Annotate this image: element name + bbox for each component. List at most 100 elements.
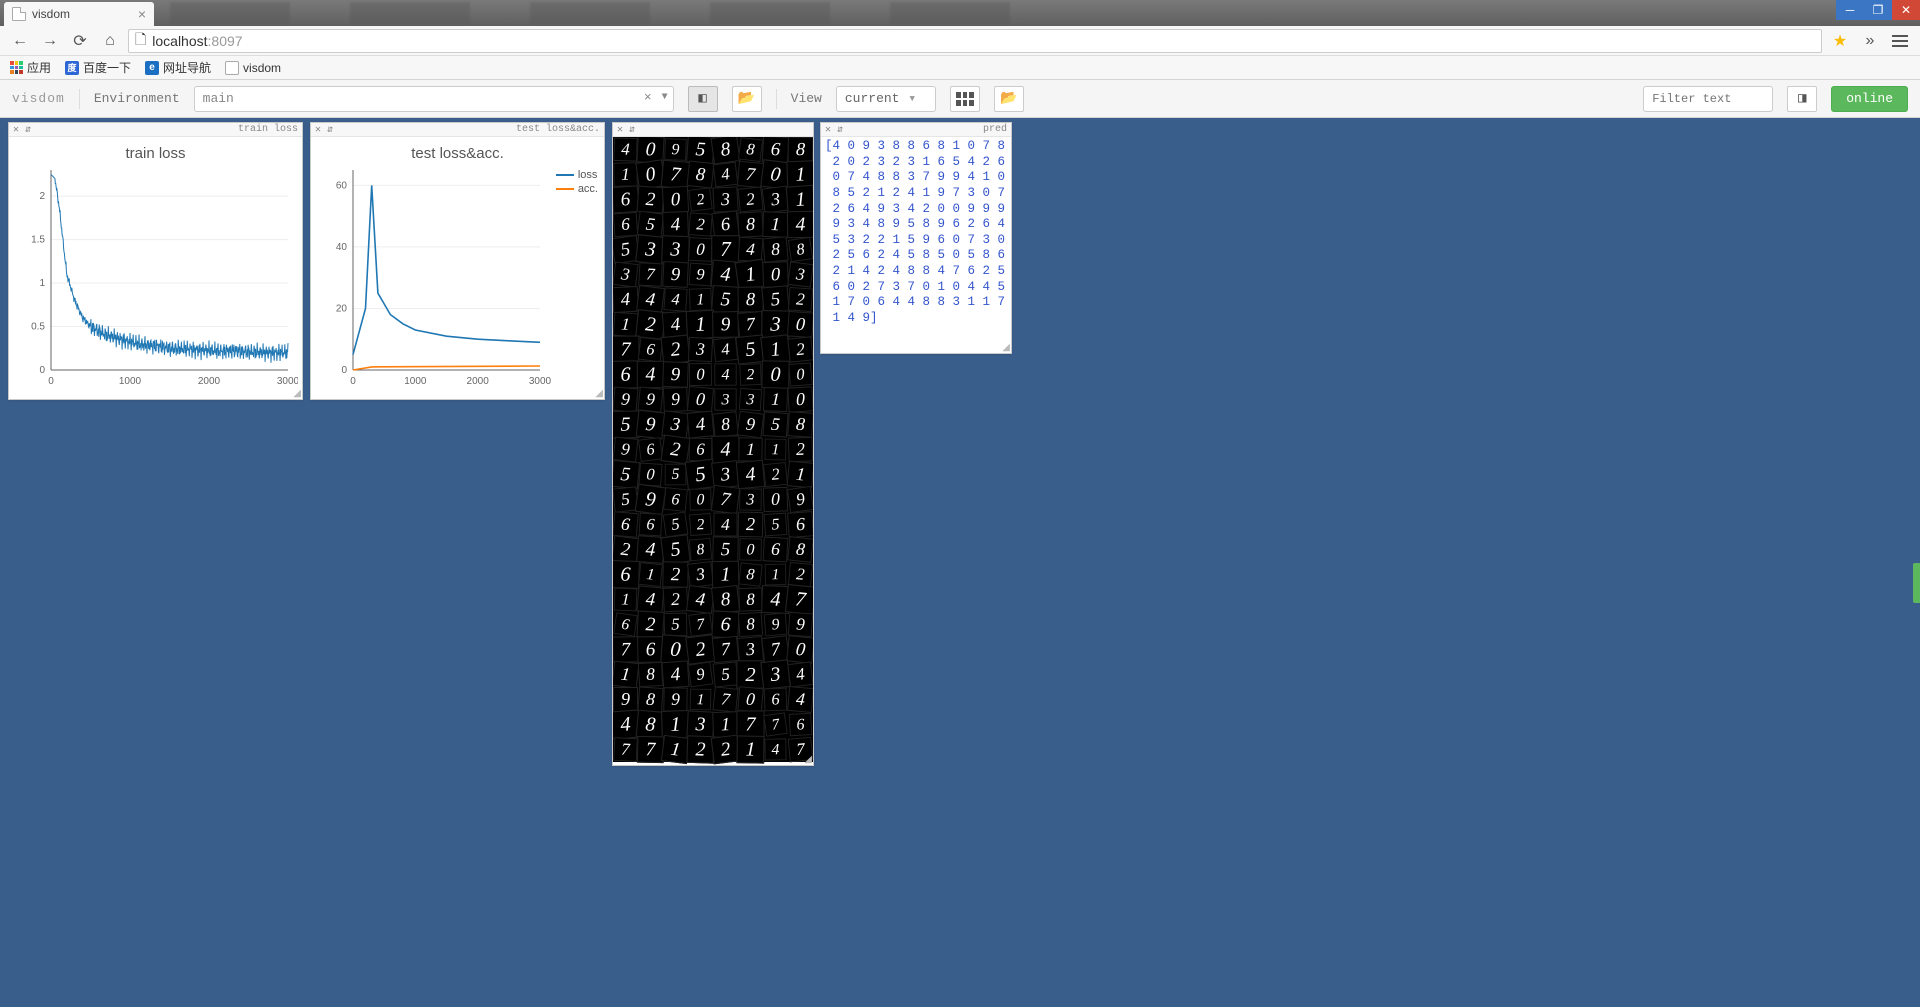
pane-header[interactable]: ✕⇵pred — [821, 123, 1011, 137]
mnist-cell: 0 — [638, 462, 662, 486]
pane-header[interactable]: ✕⇵ — [613, 123, 813, 137]
drag-icon[interactable]: ⇵ — [25, 124, 31, 136]
dropdown-icon[interactable]: ▼ — [662, 92, 668, 103]
mnist-cell: 2 — [636, 610, 664, 638]
mnist-cell: 4 — [764, 738, 786, 760]
clear-env-icon[interactable]: × — [644, 90, 652, 105]
resize-handle[interactable]: ◢ — [595, 390, 603, 398]
mnist-cell: 8 — [762, 236, 788, 262]
browser-tab[interactable]: visdom × — [4, 2, 154, 26]
drag-icon[interactable]: ⇵ — [837, 124, 843, 136]
back-button[interactable]: ← — [8, 29, 32, 53]
mnist-cell: 2 — [763, 462, 788, 487]
svg-text:0: 0 — [350, 376, 356, 387]
mnist-cell: 2 — [662, 561, 688, 587]
environment-input[interactable] — [194, 86, 674, 112]
mnist-cell: 8 — [710, 137, 740, 165]
mnist-cell: 8 — [788, 237, 813, 262]
resize-handle[interactable]: ◢ — [1002, 344, 1010, 352]
close-pane-icon[interactable]: ✕ — [315, 124, 321, 136]
pane-body: [4 0 9 3 8 8 6 8 1 0 7 8 4 7 0 1 6 2 0 2… — [821, 137, 1011, 355]
bookmark-visdom[interactable]: visdom — [225, 61, 281, 75]
mnist-cell: 6 — [638, 437, 663, 462]
mnist-cell: 7 — [613, 336, 640, 364]
bookmark-label: 应用 — [27, 59, 51, 76]
bookmark-baidu[interactable]: 度 百度一下 — [65, 59, 131, 76]
mnist-cell: 1 — [689, 288, 712, 311]
folder-button[interactable]: 📂 — [994, 86, 1024, 112]
mnist-cell: 1 — [736, 735, 764, 763]
mnist-cell: 8 — [738, 587, 762, 611]
window-close-button[interactable]: ✕ — [1892, 0, 1920, 20]
reload-button[interactable]: ⟳ — [68, 29, 92, 53]
legend: lossacc. — [556, 169, 598, 197]
address-bar[interactable]: 🗋 localhost:8097 — [128, 29, 1822, 53]
svg-text:0: 0 — [48, 376, 54, 387]
filter-input[interactable] — [1643, 86, 1773, 112]
mnist-cell: 8 — [712, 411, 739, 438]
mnist-cell: 6 — [613, 360, 640, 388]
resize-handle[interactable]: ◢ — [293, 390, 301, 398]
svg-text:3000: 3000 — [277, 376, 298, 387]
pane[interactable]: ✕⇵test loss&acc.test loss&acc.0204060010… — [310, 122, 605, 400]
drag-icon[interactable]: ⇵ — [327, 124, 333, 136]
pane-header[interactable]: ✕⇵train loss — [9, 123, 302, 137]
pane[interactable]: ✕⇵train losstrain loss00.511.52010002000… — [8, 122, 303, 400]
mnist-cell: 3 — [737, 636, 764, 663]
mnist-cell: 4 — [787, 661, 813, 687]
window-controls: ─ ❐ ✕ — [1836, 0, 1920, 20]
mnist-cell: 2 — [663, 587, 689, 613]
svg-text:0: 0 — [39, 365, 45, 376]
mnist-cell: 4 — [662, 211, 689, 238]
mnist-cell: 8 — [638, 662, 663, 687]
mnist-cell: 5 — [762, 411, 788, 437]
url-host: localhost — [152, 33, 207, 49]
repack-button[interactable] — [950, 86, 980, 112]
mnist-cell: 8 — [637, 686, 663, 712]
mnist-cell: 9 — [764, 613, 788, 637]
side-handle[interactable] — [1913, 563, 1920, 603]
mnist-cell: 2 — [788, 562, 813, 587]
mnist-cell: 4 — [787, 686, 813, 713]
mnist-cell: 0 — [787, 386, 813, 412]
bookmark-label: 百度一下 — [83, 59, 131, 76]
view-select[interactable]: current — [836, 86, 936, 112]
bookmark-star-icon[interactable]: ★ — [1828, 29, 1852, 53]
online-button[interactable]: online — [1831, 86, 1908, 112]
pane[interactable]: ✕⇵40958868107847016202323165426814533074… — [612, 122, 814, 766]
window-minimize-button[interactable]: ─ — [1836, 0, 1864, 20]
close-pane-icon[interactable]: ✕ — [13, 124, 19, 136]
mnist-cell: 2 — [737, 186, 763, 212]
mnist-cell: 4 — [736, 460, 766, 490]
pane[interactable]: ✕⇵pred[4 0 9 3 8 8 6 8 1 0 7 8 4 7 0 1 6… — [820, 122, 1012, 354]
forward-button[interactable]: → — [38, 29, 62, 53]
mnist-cell: 6 — [689, 438, 713, 462]
view-value: current — [845, 91, 900, 106]
resize-handle[interactable]: ◢ — [804, 756, 812, 764]
address-bar-row: ← → ⟳ ⌂ 🗋 localhost:8097 ★ » — [0, 26, 1920, 56]
svg-text:0.5: 0.5 — [31, 322, 45, 333]
mnist-cell: 1 — [638, 562, 663, 587]
menu-button[interactable] — [1888, 29, 1912, 53]
pane-body: test loss&acc.02040600100020003000lossac… — [311, 137, 604, 401]
tab-close-icon[interactable]: × — [138, 6, 146, 22]
bookmark-apps[interactable]: 应用 — [10, 59, 51, 76]
pane-header[interactable]: ✕⇵test loss&acc. — [311, 123, 604, 137]
eraser-button[interactable]: ◧ — [688, 86, 718, 112]
mnist-cell: 4 — [714, 513, 738, 537]
folder-open-button[interactable]: 📂 — [732, 86, 762, 112]
drag-icon[interactable]: ⇵ — [629, 124, 635, 136]
separator — [776, 89, 777, 109]
home-button[interactable]: ⌂ — [98, 29, 122, 53]
environment-select[interactable]: × ▼ — [194, 86, 674, 112]
tab-strip: visdom × ─ ❐ ✕ — [0, 0, 1920, 26]
window-maximize-button[interactable]: ❐ — [1864, 0, 1892, 20]
close-pane-icon[interactable]: ✕ — [825, 124, 831, 136]
close-pane-icon[interactable]: ✕ — [617, 124, 623, 136]
overflow-icon[interactable]: » — [1858, 29, 1882, 53]
baidu-icon: 度 — [65, 61, 79, 75]
mnist-cell: 3 — [687, 561, 714, 588]
clear-filter-button[interactable]: ◨ — [1787, 86, 1817, 112]
mnist-cell: 1 — [738, 437, 762, 461]
bookmark-nav[interactable]: e 网址导航 — [145, 59, 211, 76]
